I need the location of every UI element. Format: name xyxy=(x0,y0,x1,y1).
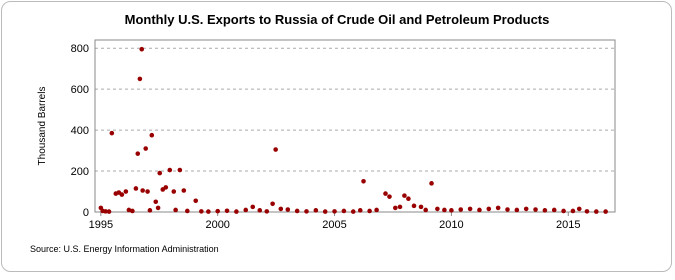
data-point xyxy=(429,181,434,186)
data-point xyxy=(542,208,548,213)
data-point xyxy=(215,208,220,214)
data-point xyxy=(155,205,161,211)
data-point xyxy=(177,167,183,173)
y-tick-label: 800 xyxy=(71,43,89,55)
data-point xyxy=(234,209,239,214)
data-point xyxy=(350,209,356,214)
data-point xyxy=(130,208,135,214)
data-point xyxy=(486,206,492,212)
data-point xyxy=(181,188,187,193)
data-point xyxy=(570,208,576,214)
data-point xyxy=(143,146,149,151)
chart-frame xyxy=(1,1,672,272)
data-point xyxy=(135,151,141,156)
data-point xyxy=(123,189,129,194)
data-point xyxy=(106,209,112,214)
data-point xyxy=(126,207,132,213)
data-point xyxy=(294,208,300,214)
data-point xyxy=(185,208,190,214)
x-tick-label: 2015 xyxy=(556,219,580,231)
data-point xyxy=(551,207,557,213)
x-tick-label: 2000 xyxy=(205,219,229,231)
data-point xyxy=(119,192,125,197)
data-point xyxy=(495,205,501,211)
data-point xyxy=(163,185,169,190)
data-point xyxy=(361,178,366,184)
data-point xyxy=(171,189,177,194)
data-point xyxy=(257,208,263,213)
data-point xyxy=(322,209,328,214)
data-point xyxy=(402,193,407,198)
data-point xyxy=(133,186,139,191)
data-point xyxy=(341,208,347,214)
data-point xyxy=(467,206,473,212)
data-point xyxy=(576,206,582,212)
data-point xyxy=(435,206,440,212)
data-point xyxy=(458,207,464,212)
data-point xyxy=(270,201,275,207)
data-point xyxy=(167,167,173,173)
data-point xyxy=(137,76,143,82)
data-point xyxy=(243,207,249,213)
data-point xyxy=(313,208,319,213)
data-point xyxy=(397,204,403,210)
data-point xyxy=(224,208,230,214)
data-point xyxy=(357,208,363,213)
data-point xyxy=(393,205,398,211)
data-point xyxy=(449,208,454,213)
data-point xyxy=(304,209,309,214)
data-point xyxy=(523,206,529,212)
y-tick-label: 0 xyxy=(83,207,89,219)
data-point xyxy=(477,207,482,213)
data-point xyxy=(411,203,417,209)
data-point xyxy=(153,199,159,205)
data-point xyxy=(584,209,590,214)
data-point xyxy=(149,132,155,138)
y-axis-label: Thousand Barrels xyxy=(37,87,48,166)
chart-title: Monthly U.S. Exports to Russia of Crude … xyxy=(125,12,550,27)
data-point xyxy=(374,207,379,213)
data-point xyxy=(603,209,608,214)
x-tick-label: 1995 xyxy=(89,219,113,231)
data-point xyxy=(193,198,199,204)
data-point xyxy=(139,46,145,52)
data-point xyxy=(140,188,145,193)
data-point xyxy=(206,209,211,214)
data-point xyxy=(157,170,163,176)
data-point xyxy=(285,207,291,212)
data-point xyxy=(145,189,150,194)
data-point xyxy=(561,208,566,214)
data-point xyxy=(264,209,270,214)
data-point xyxy=(505,207,510,212)
data-point xyxy=(199,209,204,214)
data-point xyxy=(273,147,278,152)
data-point xyxy=(109,130,115,136)
data-point xyxy=(103,209,108,214)
y-tick-label: 600 xyxy=(71,84,89,96)
data-point xyxy=(147,208,153,213)
data-point xyxy=(423,207,428,213)
data-point xyxy=(406,196,411,201)
data-point xyxy=(383,191,388,196)
x-tick-label: 2005 xyxy=(322,219,346,231)
data-point xyxy=(533,207,538,212)
data-point xyxy=(250,204,256,210)
data-point xyxy=(173,207,178,213)
x-tick-label: 2010 xyxy=(439,219,463,231)
source: Source: U.S. Energy Information Administ… xyxy=(30,244,219,254)
data-point xyxy=(387,194,392,199)
data-point xyxy=(442,207,447,213)
y-tick-label: 200 xyxy=(71,166,89,178)
data-point xyxy=(514,207,520,213)
data-point xyxy=(367,208,372,214)
data-point xyxy=(278,206,284,212)
data-point xyxy=(332,209,337,214)
data-point xyxy=(594,209,599,214)
y-tick-label: 400 xyxy=(71,125,89,137)
data-point xyxy=(418,204,424,210)
